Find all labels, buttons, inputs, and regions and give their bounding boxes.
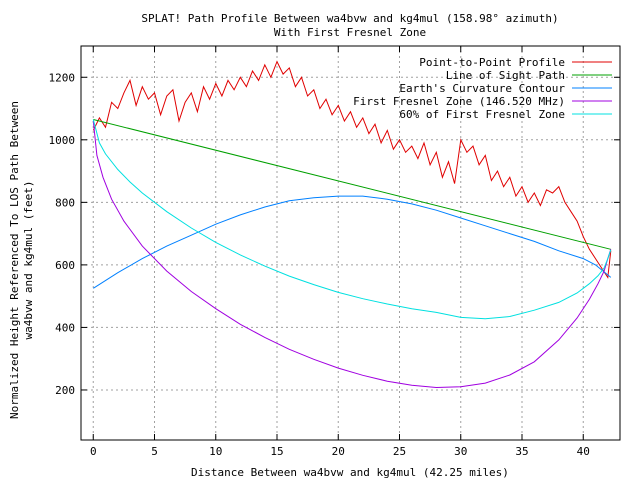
series-line-earth-s-curvature-contour bbox=[93, 195, 612, 289]
y-tick-label: 400 bbox=[55, 321, 75, 334]
axis-ticks: 0 5 10 15 20 25 30 35 40 200 400 600 800 1000 1200 bbox=[49, 46, 620, 458]
y-tick-label: 1200 bbox=[49, 71, 76, 84]
series-line-line-of-sight-path bbox=[93, 119, 611, 250]
x-tick-label: 20 bbox=[332, 445, 345, 458]
plot-frame bbox=[80, 45, 621, 441]
chart-title: SPLAT! Path Profile Between wa4bvw and k… bbox=[141, 12, 558, 25]
x-tick-label: 30 bbox=[454, 445, 467, 458]
y-tick-label: 200 bbox=[55, 384, 75, 397]
y-tick-label: 600 bbox=[55, 259, 75, 272]
legend-label: Point-to-Point Profile bbox=[419, 56, 565, 69]
legend-label: 60% of First Fresnel Zone bbox=[399, 108, 565, 121]
x-tick-label: 10 bbox=[209, 445, 222, 458]
y-axis-label-line-1: Normalized Height Referenced To LOS Path… bbox=[8, 101, 21, 419]
legend-label: First Fresnel Zone (146.520 MHz) bbox=[353, 95, 565, 108]
x-tick-label: 0 bbox=[90, 445, 97, 458]
x-tick-label: 35 bbox=[515, 445, 528, 458]
y-axis-label-line-2: wa4bvw and kg4mul (feet) bbox=[22, 181, 35, 340]
x-tick-label: 25 bbox=[393, 445, 406, 458]
x-tick-label: 15 bbox=[270, 445, 283, 458]
y-tick-label: 800 bbox=[55, 196, 75, 209]
x-axis-label: Distance Between wa4bvw and kg4mul (42.2… bbox=[191, 466, 509, 479]
grid-lines bbox=[81, 46, 620, 440]
x-tick-label: 5 bbox=[151, 445, 158, 458]
legend-label: Earth's Curvature Contour bbox=[399, 82, 565, 95]
x-tick-label: 40 bbox=[577, 445, 590, 458]
data-series bbox=[92, 60, 612, 389]
chart-subtitle: With First Fresnel Zone bbox=[274, 26, 426, 39]
series-line-point-to-point-profile bbox=[92, 60, 612, 279]
y-tick-label: 1000 bbox=[49, 134, 76, 147]
series-line-first-fresnel-zone-146-520-mhz bbox=[92, 120, 612, 389]
legend-label: Line of Sight Path bbox=[446, 69, 565, 82]
series-line-60-of-first-fresnel-zone bbox=[92, 119, 612, 320]
